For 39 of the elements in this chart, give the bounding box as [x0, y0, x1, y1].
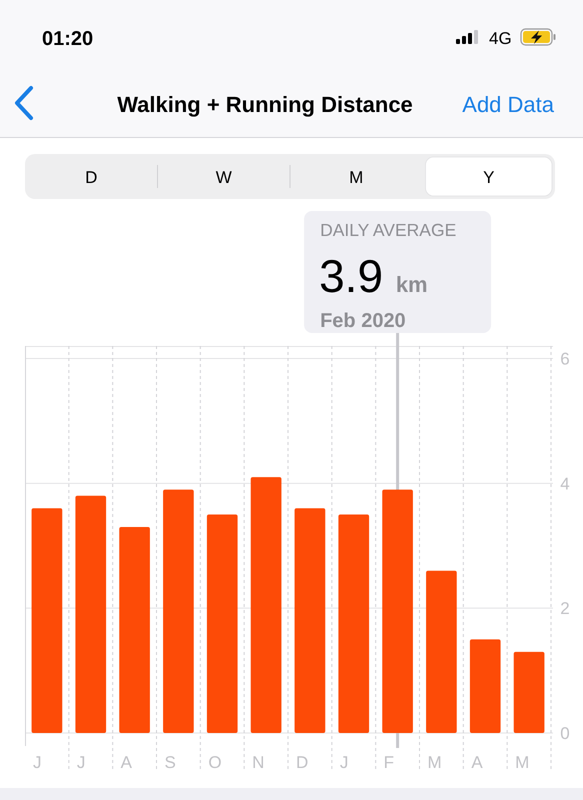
x-tick-label: N	[252, 753, 264, 772]
text: 4G	[489, 29, 512, 48]
x-tick-label: O	[208, 753, 222, 772]
x-tick-label: J	[340, 753, 348, 772]
bar	[338, 514, 370, 733]
text: 01:20	[42, 28, 94, 50]
x-tick-label: M	[515, 753, 530, 772]
bar	[250, 477, 282, 733]
bar	[163, 490, 194, 733]
bar	[294, 508, 326, 733]
text: D	[85, 168, 98, 187]
bar	[75, 496, 106, 733]
text: M	[349, 168, 364, 187]
bar	[206, 514, 238, 733]
x-tick-label: D	[296, 753, 308, 772]
bar	[470, 639, 501, 733]
x-tick-label: A	[471, 753, 484, 772]
y-tick-label: 0	[560, 724, 570, 743]
y-tick-label: 6	[560, 349, 570, 368]
x-tick-label: M	[428, 753, 442, 772]
chart-title: Walking + Running Distance	[117, 92, 413, 117]
x-tick-label: S	[164, 753, 176, 772]
bar	[119, 527, 150, 733]
bar	[32, 508, 62, 733]
text: 3.9 km	[319, 250, 428, 302]
text: Add Data	[462, 92, 555, 117]
bar	[426, 570, 457, 733]
y-tick-label: 2	[560, 599, 570, 618]
text: W	[216, 168, 232, 187]
x-tick-label: J	[76, 753, 86, 772]
x-tick-label: J	[33, 753, 42, 772]
x-tick-label: F	[384, 753, 394, 772]
text: DAILY AVERAGE	[320, 220, 456, 240]
x-tick-label: A	[120, 753, 133, 772]
text: Y	[483, 168, 494, 187]
y-tick-label: 4	[560, 474, 570, 494]
text: Feb 2020	[320, 310, 406, 332]
bar	[514, 652, 544, 733]
bar	[382, 490, 413, 733]
